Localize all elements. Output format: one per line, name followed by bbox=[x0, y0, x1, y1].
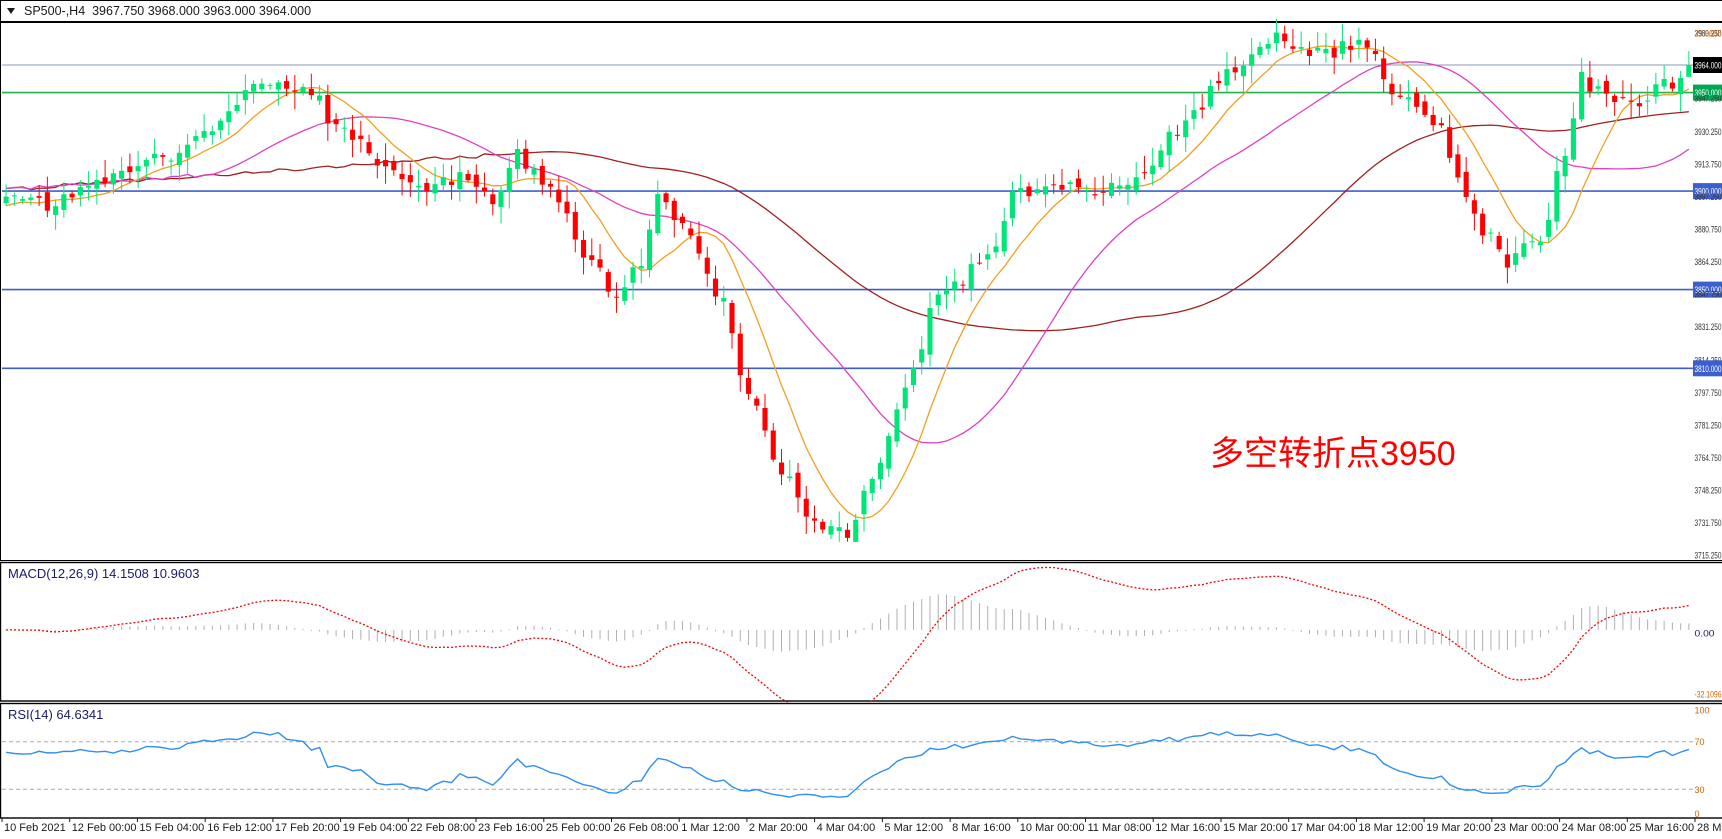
svg-text:3864.250: 3864.250 bbox=[1695, 257, 1722, 267]
svg-text:4 Mar 04:00: 4 Mar 04:00 bbox=[817, 822, 876, 834]
svg-text:3715.250: 3715.250 bbox=[1695, 551, 1722, 561]
svg-text:24 Mar 08:00: 24 Mar 08:00 bbox=[1562, 822, 1627, 834]
svg-text:2 Mar 20:00: 2 Mar 20:00 bbox=[749, 822, 808, 834]
svg-text:3947.250: 3947.250 bbox=[1695, 94, 1722, 104]
svg-text:-32.1096: -32.1096 bbox=[1695, 690, 1722, 700]
svg-text:3797.750: 3797.750 bbox=[1695, 388, 1722, 398]
svg-text:0: 0 bbox=[1695, 809, 1700, 819]
svg-text:11 Mar 08:00: 11 Mar 08:00 bbox=[1088, 822, 1152, 834]
svg-text:3964.000: 3964.000 bbox=[1695, 61, 1722, 71]
svg-text:MACD(12,26,9) 14.1508 10.9603: MACD(12,26,9) 14.1508 10.9603 bbox=[8, 566, 200, 581]
svg-text:3810.000: 3810.000 bbox=[1695, 364, 1722, 374]
svg-text:25 Feb 00:00: 25 Feb 00:00 bbox=[546, 822, 611, 834]
svg-text:3930.250: 3930.250 bbox=[1695, 127, 1722, 137]
svg-text:3748.250: 3748.250 bbox=[1695, 486, 1722, 496]
svg-text:5 Mar 12:00: 5 Mar 12:00 bbox=[884, 822, 943, 834]
svg-text:RSI(14) 64.6341: RSI(14) 64.6341 bbox=[8, 707, 103, 722]
svg-text:28 Mar 23:00: 28 Mar 23:00 bbox=[1697, 822, 1722, 834]
svg-text:15 Feb 04:00: 15 Feb 04:00 bbox=[139, 822, 204, 834]
svg-text:SP500-,H4 3967.750 3968.000 3: SP500-,H4 3967.750 3968.000 3963.000 396… bbox=[24, 4, 311, 18]
svg-text:10 Mar 00:00: 10 Mar 00:00 bbox=[1020, 822, 1085, 834]
svg-text:12 Mar 16:00: 12 Mar 16:00 bbox=[1155, 822, 1220, 834]
svg-text:100: 100 bbox=[1695, 706, 1710, 716]
svg-text:3831.250: 3831.250 bbox=[1695, 322, 1722, 332]
svg-text:3781.250: 3781.250 bbox=[1695, 421, 1722, 431]
svg-text:10 Feb 2021: 10 Feb 2021 bbox=[4, 822, 66, 834]
svg-text:29.3605: 29.3605 bbox=[1695, 29, 1722, 39]
svg-text:12 Feb 00:00: 12 Feb 00:00 bbox=[72, 822, 137, 834]
svg-text:1 Mar 12:00: 1 Mar 12:00 bbox=[681, 822, 740, 834]
svg-text:19 Feb 04:00: 19 Feb 04:00 bbox=[343, 822, 408, 834]
svg-text:0.00: 0.00 bbox=[1695, 629, 1715, 639]
svg-text:3880.750: 3880.750 bbox=[1695, 225, 1722, 235]
svg-text:23 Feb 16:00: 23 Feb 16:00 bbox=[478, 822, 543, 834]
svg-text:26 Feb 08:00: 26 Feb 08:00 bbox=[614, 822, 679, 834]
svg-text:3764.750: 3764.750 bbox=[1695, 453, 1722, 463]
svg-text:3847.750: 3847.750 bbox=[1695, 290, 1722, 300]
svg-text:15 Mar 20:00: 15 Mar 20:00 bbox=[1223, 822, 1288, 834]
svg-text:70: 70 bbox=[1695, 737, 1705, 747]
svg-text:30: 30 bbox=[1695, 785, 1705, 795]
svg-text:3897.250: 3897.250 bbox=[1695, 192, 1722, 202]
svg-text:16 Feb 12:00: 16 Feb 12:00 bbox=[207, 822, 272, 834]
svg-text:3913.750: 3913.750 bbox=[1695, 160, 1722, 170]
svg-text:18 Mar 12:00: 18 Mar 12:00 bbox=[1358, 822, 1423, 834]
svg-text:22 Feb 08:00: 22 Feb 08:00 bbox=[410, 822, 475, 834]
svg-text:19 Mar 20:00: 19 Mar 20:00 bbox=[1426, 822, 1491, 834]
svg-text:多空转折点3950: 多空转折点3950 bbox=[1210, 435, 1456, 473]
svg-text:23 Mar 00:00: 23 Mar 00:00 bbox=[1494, 822, 1559, 834]
svg-text:25 Mar 16:00: 25 Mar 16:00 bbox=[1629, 822, 1694, 834]
svg-text:8 Mar 16:00: 8 Mar 16:00 bbox=[952, 822, 1011, 834]
svg-text:3731.750: 3731.750 bbox=[1695, 518, 1722, 528]
svg-text:17 Feb 20:00: 17 Feb 20:00 bbox=[275, 822, 340, 834]
svg-text:17 Mar 04:00: 17 Mar 04:00 bbox=[1291, 822, 1356, 834]
